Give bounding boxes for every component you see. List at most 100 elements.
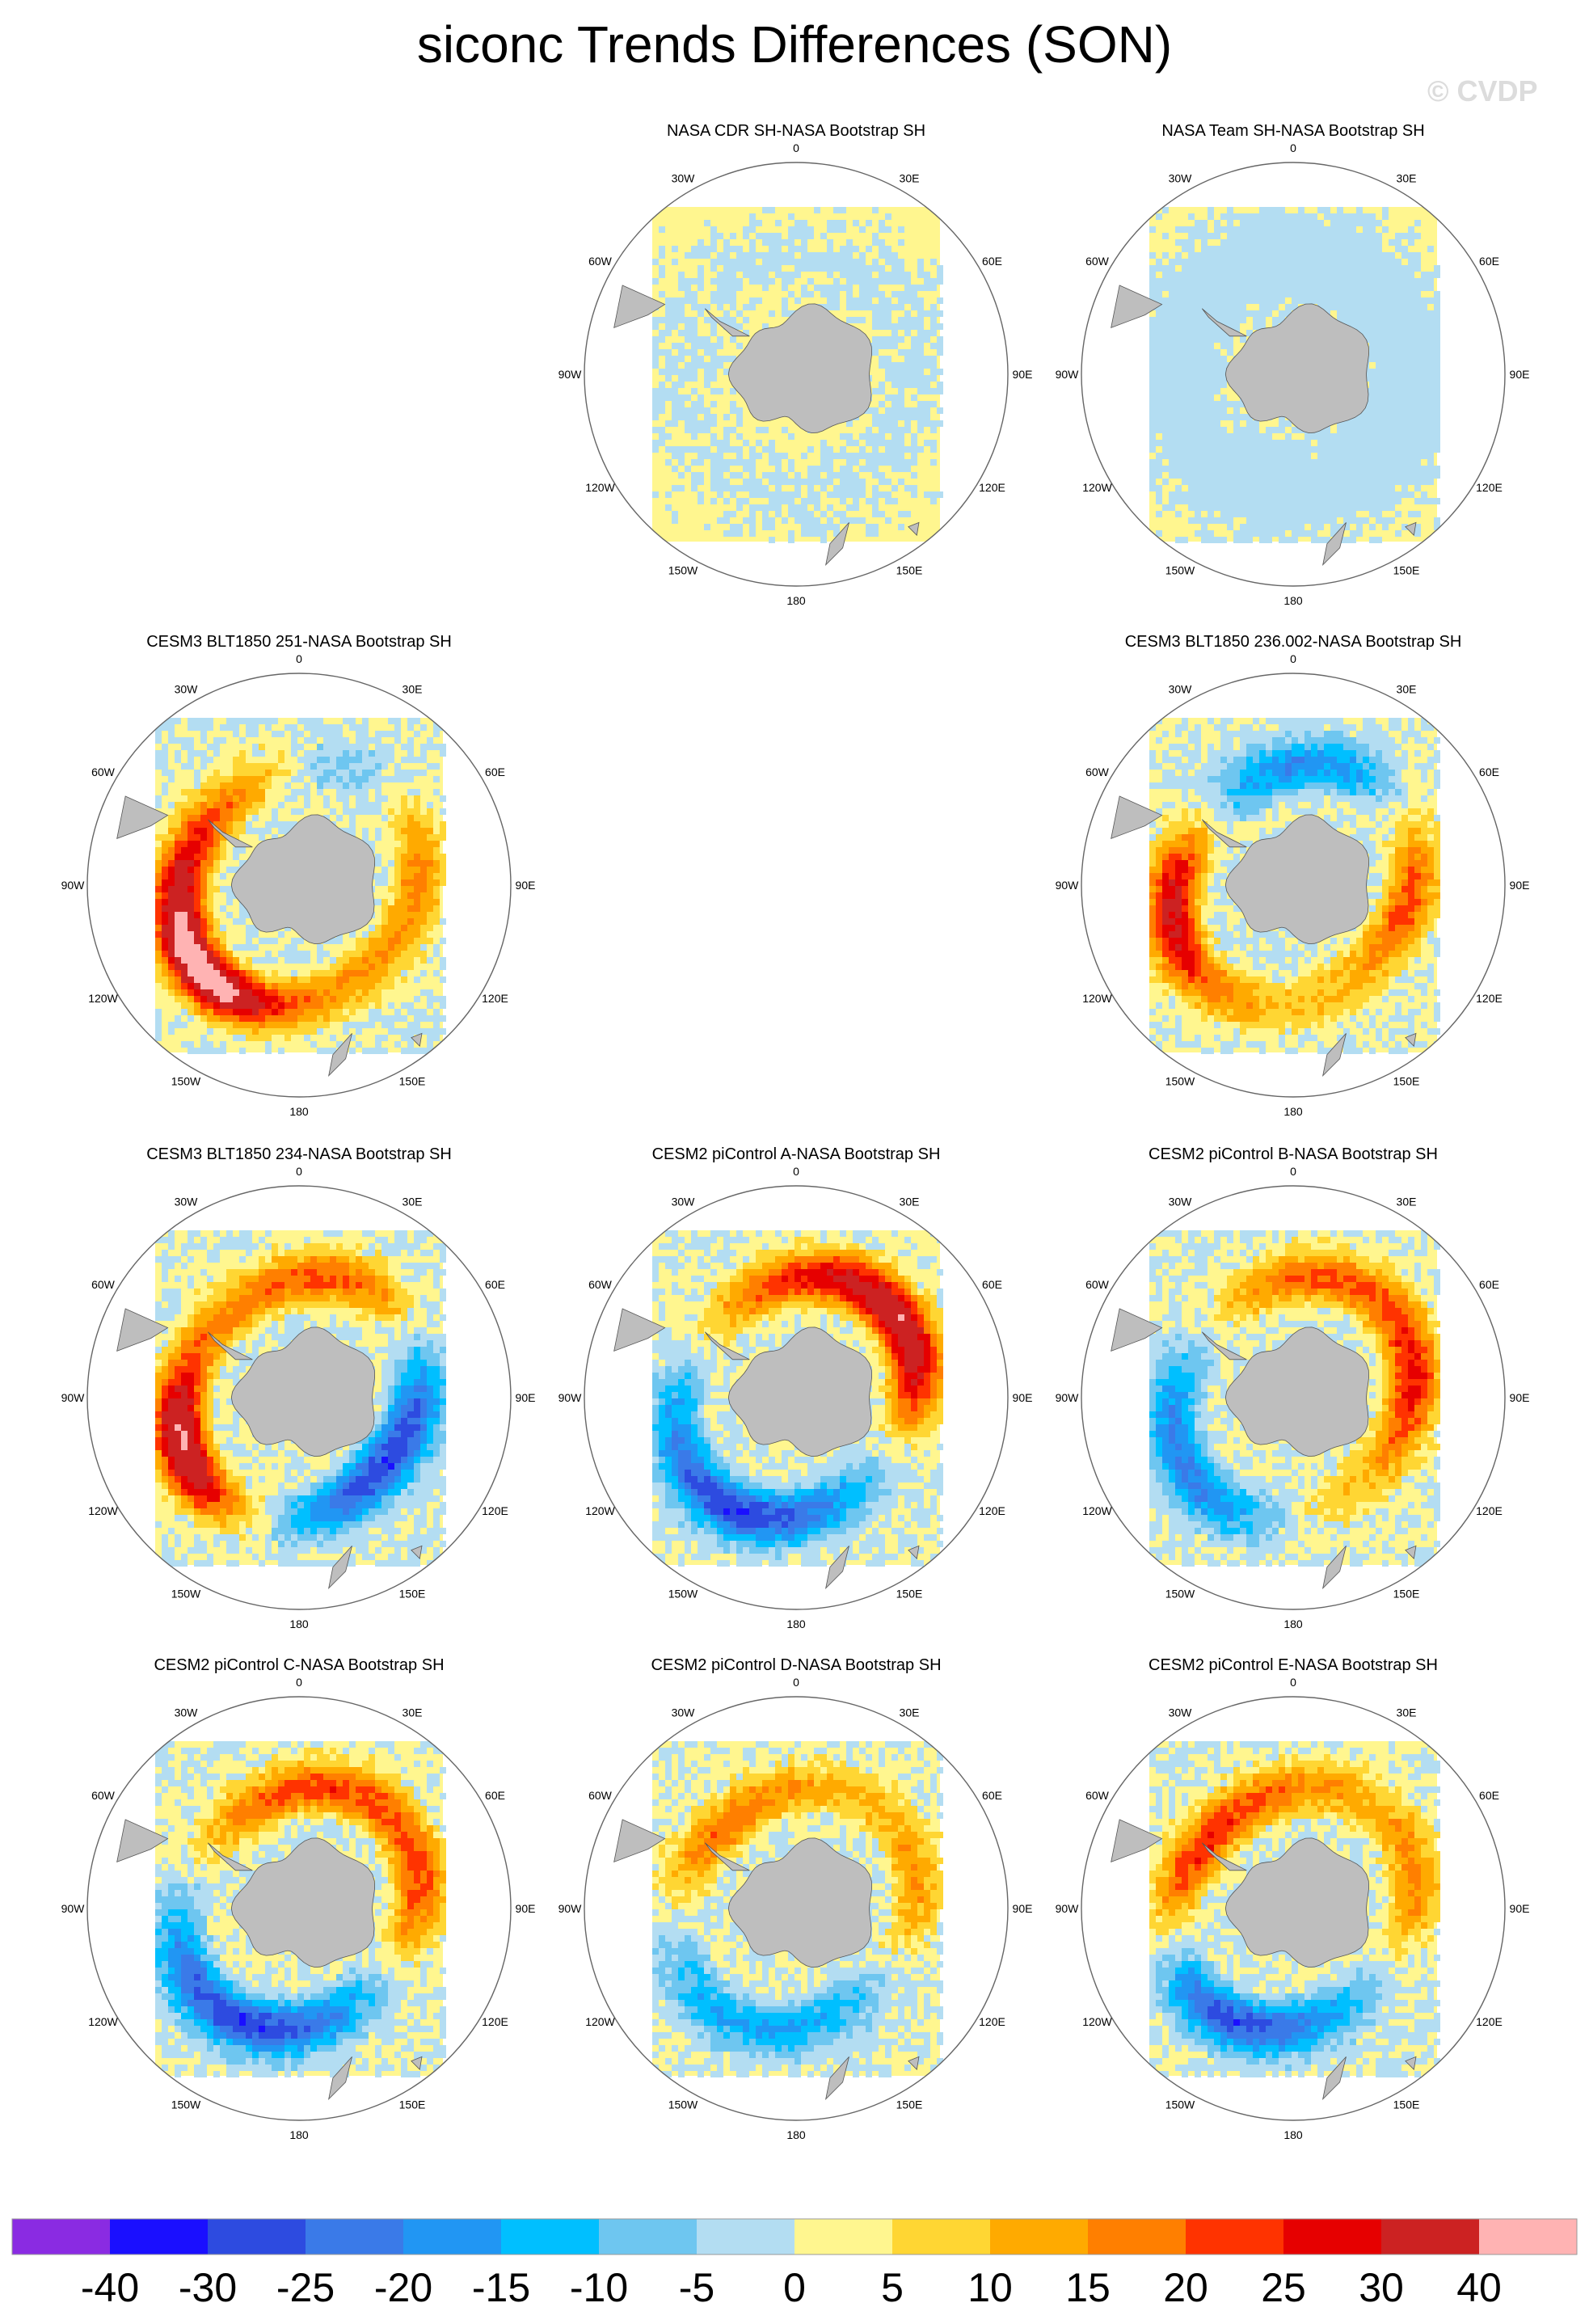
lon-label: 90W xyxy=(558,1902,583,1915)
lon-label: 0 xyxy=(1290,1676,1296,1689)
colorbar-label: -25 xyxy=(276,2265,335,2310)
lon-label: 150E xyxy=(1393,1588,1420,1601)
colorbar-swatch xyxy=(1088,2219,1186,2254)
colorbar-label: -15 xyxy=(472,2265,530,2310)
lon-label: 150E xyxy=(399,1588,426,1601)
map-panel-p08: CESM2 piControl C-NASA Bootstrap SH 0 30E 6… xyxy=(61,1656,536,2141)
south-america-land xyxy=(116,795,169,839)
lon-label: 150W xyxy=(1165,1075,1195,1088)
lon-label: 150E xyxy=(896,2098,923,2111)
lon-label: 90W xyxy=(558,368,583,381)
lon-label: 120E xyxy=(1476,2015,1503,2028)
tasmania-land xyxy=(908,521,920,536)
panel-title: NASA Team SH-NASA Bootstrap SH xyxy=(1161,122,1424,140)
antarctica-land xyxy=(207,814,376,945)
colorbar-swatch xyxy=(501,2219,600,2254)
antarctica-land xyxy=(1201,303,1370,434)
colorbar-label: 0 xyxy=(783,2265,806,2310)
lon-label: 150E xyxy=(1393,564,1420,577)
map-panel-p09: CESM2 piControl D-NASA Bootstrap SH 0 30E 6… xyxy=(558,1656,1033,2141)
lon-label: 180 xyxy=(786,1618,806,1630)
lon-label: 120W xyxy=(1082,992,1112,1005)
lon-label: 90W xyxy=(61,1902,86,1915)
lon-label: 120W xyxy=(585,481,615,494)
colorbar-label: -10 xyxy=(570,2265,628,2310)
figure-title: siconc Trends Differences (SON) xyxy=(416,15,1173,74)
lon-label: 120W xyxy=(88,1504,118,1517)
lon-label: 180 xyxy=(289,2128,309,2141)
lon-label: 90E xyxy=(1510,1391,1530,1404)
lon-label: 30W xyxy=(175,1196,199,1208)
map-boundary xyxy=(86,1696,512,2121)
lon-label: 0 xyxy=(793,1676,799,1689)
new-zealand-land xyxy=(825,2056,849,2101)
lon-label: 30W xyxy=(1169,683,1193,696)
colorbar-swatch xyxy=(110,2219,209,2254)
lon-label: 60E xyxy=(1479,1789,1499,1802)
data-field xyxy=(1149,207,1440,543)
lon-label: 60W xyxy=(1085,255,1110,268)
map-panel-p03: CESM3 BLT1850 251-NASA Bootstrap SH0 30E 6… xyxy=(61,633,536,1118)
lon-label: 150W xyxy=(668,1588,698,1601)
colorbar-label: 15 xyxy=(1065,2265,1111,2310)
lon-label: 120W xyxy=(1082,1504,1112,1517)
antarctica-land xyxy=(1201,1837,1370,1968)
colorbar-swatch xyxy=(1479,2219,1578,2254)
map-panel-p02: NASA Team SH-NASA Bootstrap SH0 30E 60E 90E… xyxy=(1056,122,1530,607)
antarctica-land xyxy=(704,1326,873,1457)
map-boundary xyxy=(1081,162,1506,587)
new-zealand-land xyxy=(1322,1033,1347,1078)
lon-label: 150W xyxy=(171,1588,201,1601)
panel-title: CESM2 piControl E-NASA Bootstrap SH xyxy=(1149,1656,1438,1674)
colorbar-label: 10 xyxy=(967,2265,1013,2310)
lon-label: 30W xyxy=(672,1196,696,1208)
south-america-land xyxy=(1111,795,1163,839)
lon-label: 60E xyxy=(982,1278,1002,1291)
new-zealand-land xyxy=(825,1546,849,1590)
data-field xyxy=(652,207,943,543)
lon-label: 120E xyxy=(1476,1504,1503,1517)
lon-label: 150W xyxy=(1165,2098,1195,2111)
antarctica-land xyxy=(207,1326,376,1457)
lon-label: 60W xyxy=(1085,1278,1110,1291)
new-zealand-land xyxy=(328,1546,352,1590)
data-field xyxy=(1149,1741,1440,2077)
lon-label: 30E xyxy=(403,1196,423,1208)
lon-label: 150E xyxy=(896,1588,923,1601)
lon-label: 150E xyxy=(1393,2098,1420,2111)
lon-label: 30E xyxy=(1397,1196,1417,1208)
lon-label: 60W xyxy=(1085,1789,1110,1802)
south-america-land xyxy=(613,285,666,328)
map-panel-p06: CESM2 piControl A-NASA Bootstrap SH 0 30E 6… xyxy=(558,1145,1033,1630)
lon-label: 120E xyxy=(482,1504,508,1517)
lon-label: 0 xyxy=(296,1165,302,1178)
lon-label: 120E xyxy=(482,992,508,1005)
colorbar-swatch xyxy=(306,2219,404,2254)
lon-label: 30E xyxy=(403,1706,423,1719)
antarctica-land xyxy=(704,303,873,434)
lon-label: 90W xyxy=(61,879,86,892)
south-america-land xyxy=(1111,1819,1163,1862)
lon-label: 60W xyxy=(588,255,613,268)
colorbar: -40 -30 -25 -20 -15 -10 -5 0 5 10 15 20 25 30 40 xyxy=(11,2218,1578,2310)
lon-label: 180 xyxy=(1283,2128,1303,2141)
lon-label: 0 xyxy=(793,1165,799,1178)
map-boundary xyxy=(86,673,512,1098)
lon-label: 0 xyxy=(296,652,302,665)
map-boundary xyxy=(1081,1696,1506,2121)
map-boundary xyxy=(584,162,1009,587)
lon-label: 60W xyxy=(91,1278,116,1291)
data-field xyxy=(652,1230,943,1567)
lon-label: 30W xyxy=(1169,172,1193,185)
tasmania-land xyxy=(411,1545,423,1559)
colorbar-swatch xyxy=(794,2219,893,2254)
lon-label: 150W xyxy=(1165,564,1195,577)
data-field xyxy=(652,1741,943,2077)
lon-label: 150E xyxy=(1393,1075,1420,1088)
colorbar-label: 20 xyxy=(1163,2265,1208,2310)
colorbar-label: 30 xyxy=(1359,2265,1404,2310)
lon-label: 180 xyxy=(786,594,806,607)
lon-label: 60E xyxy=(1479,1278,1499,1291)
tasmania-land xyxy=(1405,1032,1417,1047)
colorbar-label: 25 xyxy=(1261,2265,1306,2310)
